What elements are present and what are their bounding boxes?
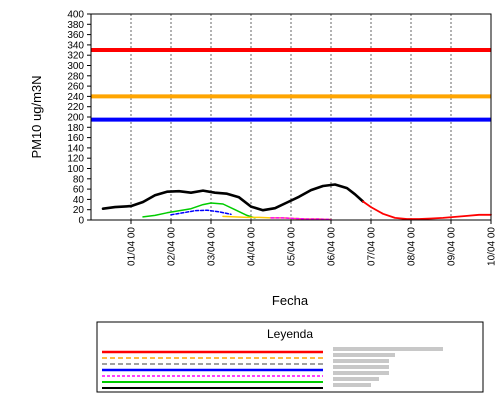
legend-lines [102,350,323,389]
x-tick-label: 05/04 00 [287,227,298,266]
y-tick-label: 200 [67,113,84,124]
series-line [362,200,492,220]
x-tick-label: 07/04 00 [367,227,378,266]
legend-title: Leyenda [267,327,313,341]
legend-label-blur [333,359,389,363]
x-tick-label: 06/04 00 [327,227,338,266]
legend-label-blur [333,377,379,381]
y-tick-label: 240 [67,92,84,103]
y-tick-label: 140 [67,143,84,154]
x-tick-label: 09/04 00 [447,227,458,266]
y-axis: 0204060801001201401601802002202402602803… [67,10,91,227]
y-tick-label: 280 [67,71,84,82]
y-tick-label: 260 [67,82,84,93]
x-tick-label: 08/04 00 [407,227,418,266]
legend-label-blur [333,383,371,387]
legend-label-blur [333,353,395,357]
x-tick-label: 02/04 00 [167,227,178,266]
y-tick-label: 60 [73,185,85,196]
x-tick-label: 03/04 00 [207,227,218,266]
y-tick-label: 120 [67,154,84,165]
y-tick-label: 220 [67,102,84,113]
y-tick-label: 160 [67,133,84,144]
plot-frame [90,13,492,221]
y-tick-label: 320 [67,51,84,62]
legend-label-blur [333,371,389,375]
y-tick-label: 380 [67,20,84,31]
y-tick-label: 0 [78,216,84,227]
x-tick-label: 01/04 00 [127,227,138,266]
legend-labels-unreadable [333,347,443,387]
x-axis-label: Fecha [272,293,309,308]
y-tick-label: 80 [73,174,85,185]
series-line [270,217,332,221]
y-tick-label: 100 [67,164,84,175]
series-layer [101,183,492,221]
threshold-lines [91,48,491,122]
y-axis-label: PM10 ug/m3N [29,75,44,158]
y-tick-label: 360 [67,30,84,41]
x-tick-label: 10/04 00 [487,227,497,266]
y-tick-label: 400 [67,10,84,21]
x-axis: 01/04 00 02/04 00 03/04 00 04/04 00 05/04 00… [127,220,497,266]
series-line [142,202,256,219]
series-line [101,183,365,212]
legend-label-blur [333,365,389,369]
y-tick-label: 40 [73,195,85,206]
series-line [170,209,232,216]
y-tick-label: 300 [67,61,84,72]
y-tick-label: 340 [67,40,84,51]
legend-frame [96,321,484,393]
legend-label-blur [333,347,443,351]
legend-box: Leyenda [96,321,484,393]
y-tick-label: 20 [73,205,85,216]
y-tick-label: 180 [67,123,84,134]
x-tick-label: 04/04 00 [247,227,258,266]
